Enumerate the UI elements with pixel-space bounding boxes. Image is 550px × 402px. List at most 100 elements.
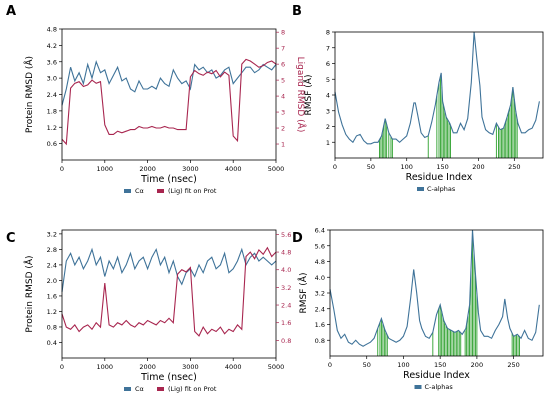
y-tick-label: 2.0 <box>47 277 57 285</box>
y2-tick-label: 7 <box>281 45 285 53</box>
y2-tick-label: 2 <box>281 125 285 133</box>
legend-swatch-protein <box>124 189 131 193</box>
legend-label-protein: Cα <box>135 385 144 393</box>
panel-letter: A <box>6 4 16 19</box>
legend-label: C-alphas <box>425 383 454 391</box>
x-axis-label: Time (nsec) <box>140 174 197 185</box>
x-tick-label: 200 <box>471 361 483 369</box>
x-tick-label: 1000 <box>97 363 114 371</box>
y-tick-label: 4.8 <box>315 258 325 266</box>
y-tick-label: 5.6 <box>315 242 325 250</box>
legend-swatch <box>417 187 424 191</box>
y-tick-label: 0.4 <box>47 339 57 347</box>
x-tick-label: 2000 <box>139 165 156 173</box>
rmsf-line <box>329 229 540 347</box>
x-tick-label: 0 <box>60 363 64 371</box>
y2-tick-label: 8 <box>281 29 285 37</box>
y-tick-label: 2.4 <box>47 261 57 269</box>
y-axis-label: Protein RMSD (Å) <box>23 255 35 332</box>
y-tick-label: 7 <box>326 44 330 52</box>
y-tick-label: 4.0 <box>315 274 325 282</box>
y-tick-label: 3.2 <box>315 290 325 298</box>
y2-tick-label: 5 <box>281 77 285 85</box>
x-tick-label: 250 <box>507 361 519 369</box>
x-tick-label: 4000 <box>225 165 242 173</box>
panel-c: C 0.4 0.8 1.2 1.6 2.0 2.4 2.8 3.2 0.8 1.6 2.4 3.2 4.0… <box>6 229 291 393</box>
panel-b: B 1 2 3 4 5 6 7 8 0 50 100 150 200 250 Residue Index RMS… <box>292 4 544 193</box>
protein-rmsd-line <box>61 60 277 106</box>
legend-swatch-ligand <box>157 387 164 391</box>
y2-tick-label: 2.4 <box>281 302 291 310</box>
x-tick-label: 1000 <box>97 165 114 173</box>
x-axis-label: Residue Index <box>403 370 470 381</box>
y-tick-label: 0.8 <box>47 323 57 331</box>
y-tick-label: 1.6 <box>47 292 57 300</box>
x-tick-label: 100 <box>397 361 409 369</box>
y2-tick-label: 3 <box>281 109 285 117</box>
panel-letter: B <box>292 4 302 19</box>
panel-d: D 0.8 1.6 2.4 3.2 4.0 4.8 5.6 6.4 0 50 100 150 200 250… <box>292 227 544 391</box>
x-tick-label: 0 <box>333 163 337 171</box>
y-tick-label: 8 <box>326 29 330 37</box>
y-tick-label: 3.0 <box>47 75 57 83</box>
protein-rmsd-line <box>61 247 277 293</box>
legend-swatch-protein <box>124 387 131 391</box>
y-tick-label: 6.4 <box>315 227 325 235</box>
x-tick-label: 5000 <box>268 363 285 371</box>
rmsf-line <box>334 31 540 145</box>
x-tick-label: 150 <box>434 361 446 369</box>
x-tick-label: 50 <box>363 361 371 369</box>
y-tick-label: 1.6 <box>315 321 325 329</box>
plot-frame <box>329 229 544 357</box>
y-tick-label: 4.8 <box>47 26 57 34</box>
x-tick-label: 100 <box>401 163 413 171</box>
y2-tick-label: 4.0 <box>281 266 291 274</box>
x-tick-label: 250 <box>508 163 520 171</box>
y-tick-label: 2 <box>326 123 330 131</box>
y-tick-label: 2.4 <box>315 305 325 313</box>
x-axis-label: Time (nsec) <box>140 372 197 383</box>
y-tick-label: 3.2 <box>47 230 57 238</box>
plot-frame <box>61 28 277 161</box>
y2-tick-label: 4 <box>281 93 285 101</box>
y-tick-label: 1.2 <box>47 308 57 316</box>
y-tick-label: 1.2 <box>47 124 57 132</box>
y-tick-label: 3.6 <box>47 58 57 66</box>
x-tick-label: 3000 <box>182 363 199 371</box>
y-tick-label: 2.4 <box>47 91 57 99</box>
y-tick-label: 2.8 <box>47 246 57 254</box>
legend: C-alphas <box>417 185 456 193</box>
y-axis-label: RMSF (Å) <box>297 273 309 314</box>
y2-tick-label: 3.2 <box>281 284 291 292</box>
y-axis-label: RMSF (Å) <box>302 75 314 116</box>
y2-tick-label: 1.6 <box>281 319 291 327</box>
x-tick-label: 5000 <box>268 165 285 173</box>
y2-axis-label: Ligand RMSD (Å) <box>295 57 307 133</box>
legend: Cα (Lig) fit on Prot <box>124 187 217 195</box>
legend-swatch-ligand <box>157 189 164 193</box>
y-tick-label: 0.8 <box>315 337 325 345</box>
panel-letter: D <box>292 231 303 246</box>
legend: Cα (Lig) fit on Prot <box>124 385 217 393</box>
plot-frame <box>61 229 277 359</box>
y-tick-label: 1.8 <box>47 107 57 115</box>
x-tick-label: 3000 <box>182 165 199 173</box>
x-tick-label: 50 <box>367 163 375 171</box>
ligand-rmsd-line <box>61 58 277 146</box>
y-tick-label: 1 <box>326 139 330 147</box>
x-tick-label: 0 <box>60 165 64 173</box>
x-tick-label: 4000 <box>225 363 242 371</box>
x-axis-label: Residue Index <box>406 172 473 183</box>
legend-label-ligand: (Lig) fit on Prot <box>168 385 217 393</box>
y-tick-label: 3 <box>326 107 330 115</box>
legend-label-protein: Cα <box>135 187 144 195</box>
panel-a: A 0.6 1.2 1.8 2.4 3.0 3.6 4.2 4.8 1 2 3 4 5 6 7 8 0 1000 20… <box>6 4 307 195</box>
y-tick-label: 4.2 <box>47 42 57 50</box>
y2-tick-label: 6 <box>281 61 285 69</box>
y-tick-label: 5 <box>326 76 330 84</box>
legend-swatch <box>414 385 422 389</box>
y2-tick-label: 5.6 <box>281 231 291 239</box>
y-tick-label: 6 <box>326 60 330 68</box>
x-tick-label: 0 <box>328 361 332 369</box>
legend-label-ligand: (Lig) fit on Prot <box>168 187 217 195</box>
